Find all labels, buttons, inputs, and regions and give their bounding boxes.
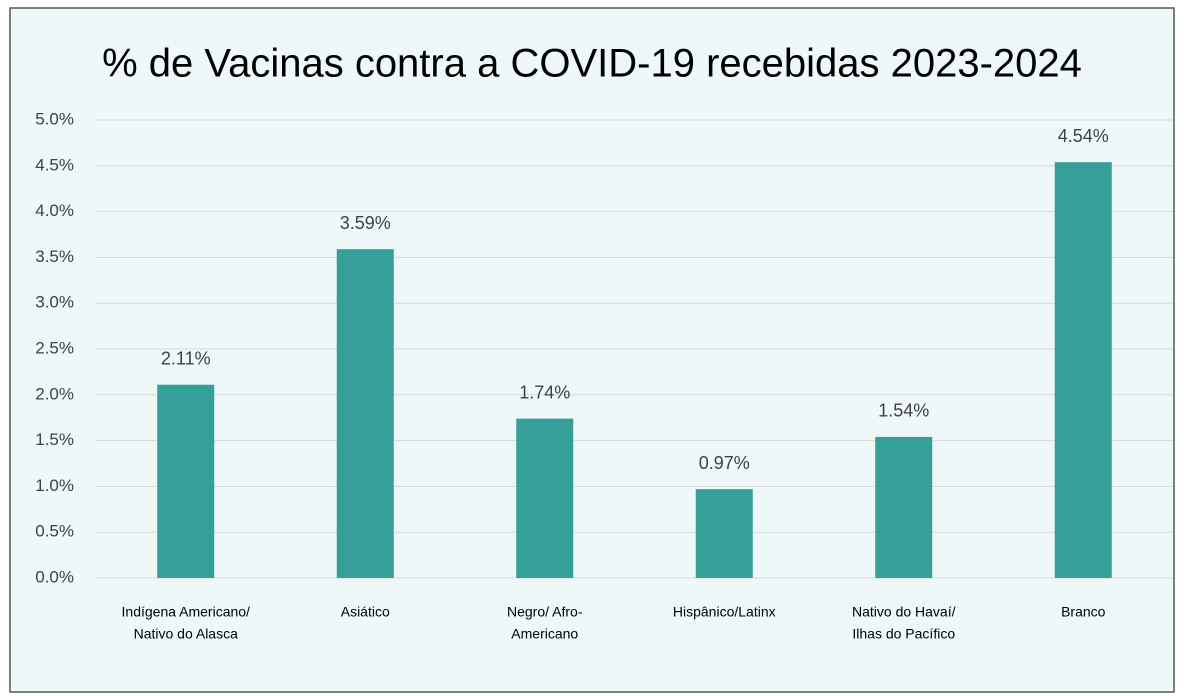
y-tick-label: 3.0% xyxy=(35,293,74,312)
x-tick-label: Indígena Americano/ xyxy=(122,604,251,620)
data-label: 3.59% xyxy=(340,213,391,233)
bar xyxy=(516,418,574,578)
data-label: 0.97% xyxy=(699,453,750,473)
y-tick-label: 3.5% xyxy=(35,247,74,266)
y-tick-label: 2.0% xyxy=(35,384,74,403)
x-tick-label: Branco xyxy=(1061,604,1106,620)
y-tick-label: 1.5% xyxy=(35,430,74,449)
y-tick-label: 5.0% xyxy=(35,109,74,128)
y-tick-label: 0.5% xyxy=(35,522,74,541)
y-tick-label: 1.0% xyxy=(35,476,74,495)
data-label: 1.54% xyxy=(878,401,929,421)
bar xyxy=(336,249,394,578)
y-tick-label: 4.0% xyxy=(35,201,74,220)
bar xyxy=(157,384,215,578)
data-label: 4.54% xyxy=(1058,126,1109,146)
y-tick-label: 4.5% xyxy=(35,155,74,174)
chart-title: % de Vacinas contra a COVID-19 recebidas… xyxy=(102,42,1082,86)
x-tick-label: Ilhas do Pacífico xyxy=(852,626,955,642)
x-tick-label: Hispânico/Latinx xyxy=(673,604,776,620)
x-tick-label: Asiático xyxy=(341,604,390,620)
x-tick-label: Nativo do Havaí/ xyxy=(852,604,956,620)
y-tick-label: 0.0% xyxy=(35,567,74,586)
bar xyxy=(695,489,753,578)
bar xyxy=(1054,162,1112,579)
x-tick-label: Americano xyxy=(511,626,578,642)
y-tick-label: 2.5% xyxy=(35,338,74,357)
x-tick-label: Nativo do Alasca xyxy=(134,626,238,642)
data-label: 2.11% xyxy=(161,348,211,368)
bar xyxy=(875,436,933,578)
x-tick-label: Negro/ Afro- xyxy=(507,604,583,620)
data-label: 1.74% xyxy=(519,382,570,402)
